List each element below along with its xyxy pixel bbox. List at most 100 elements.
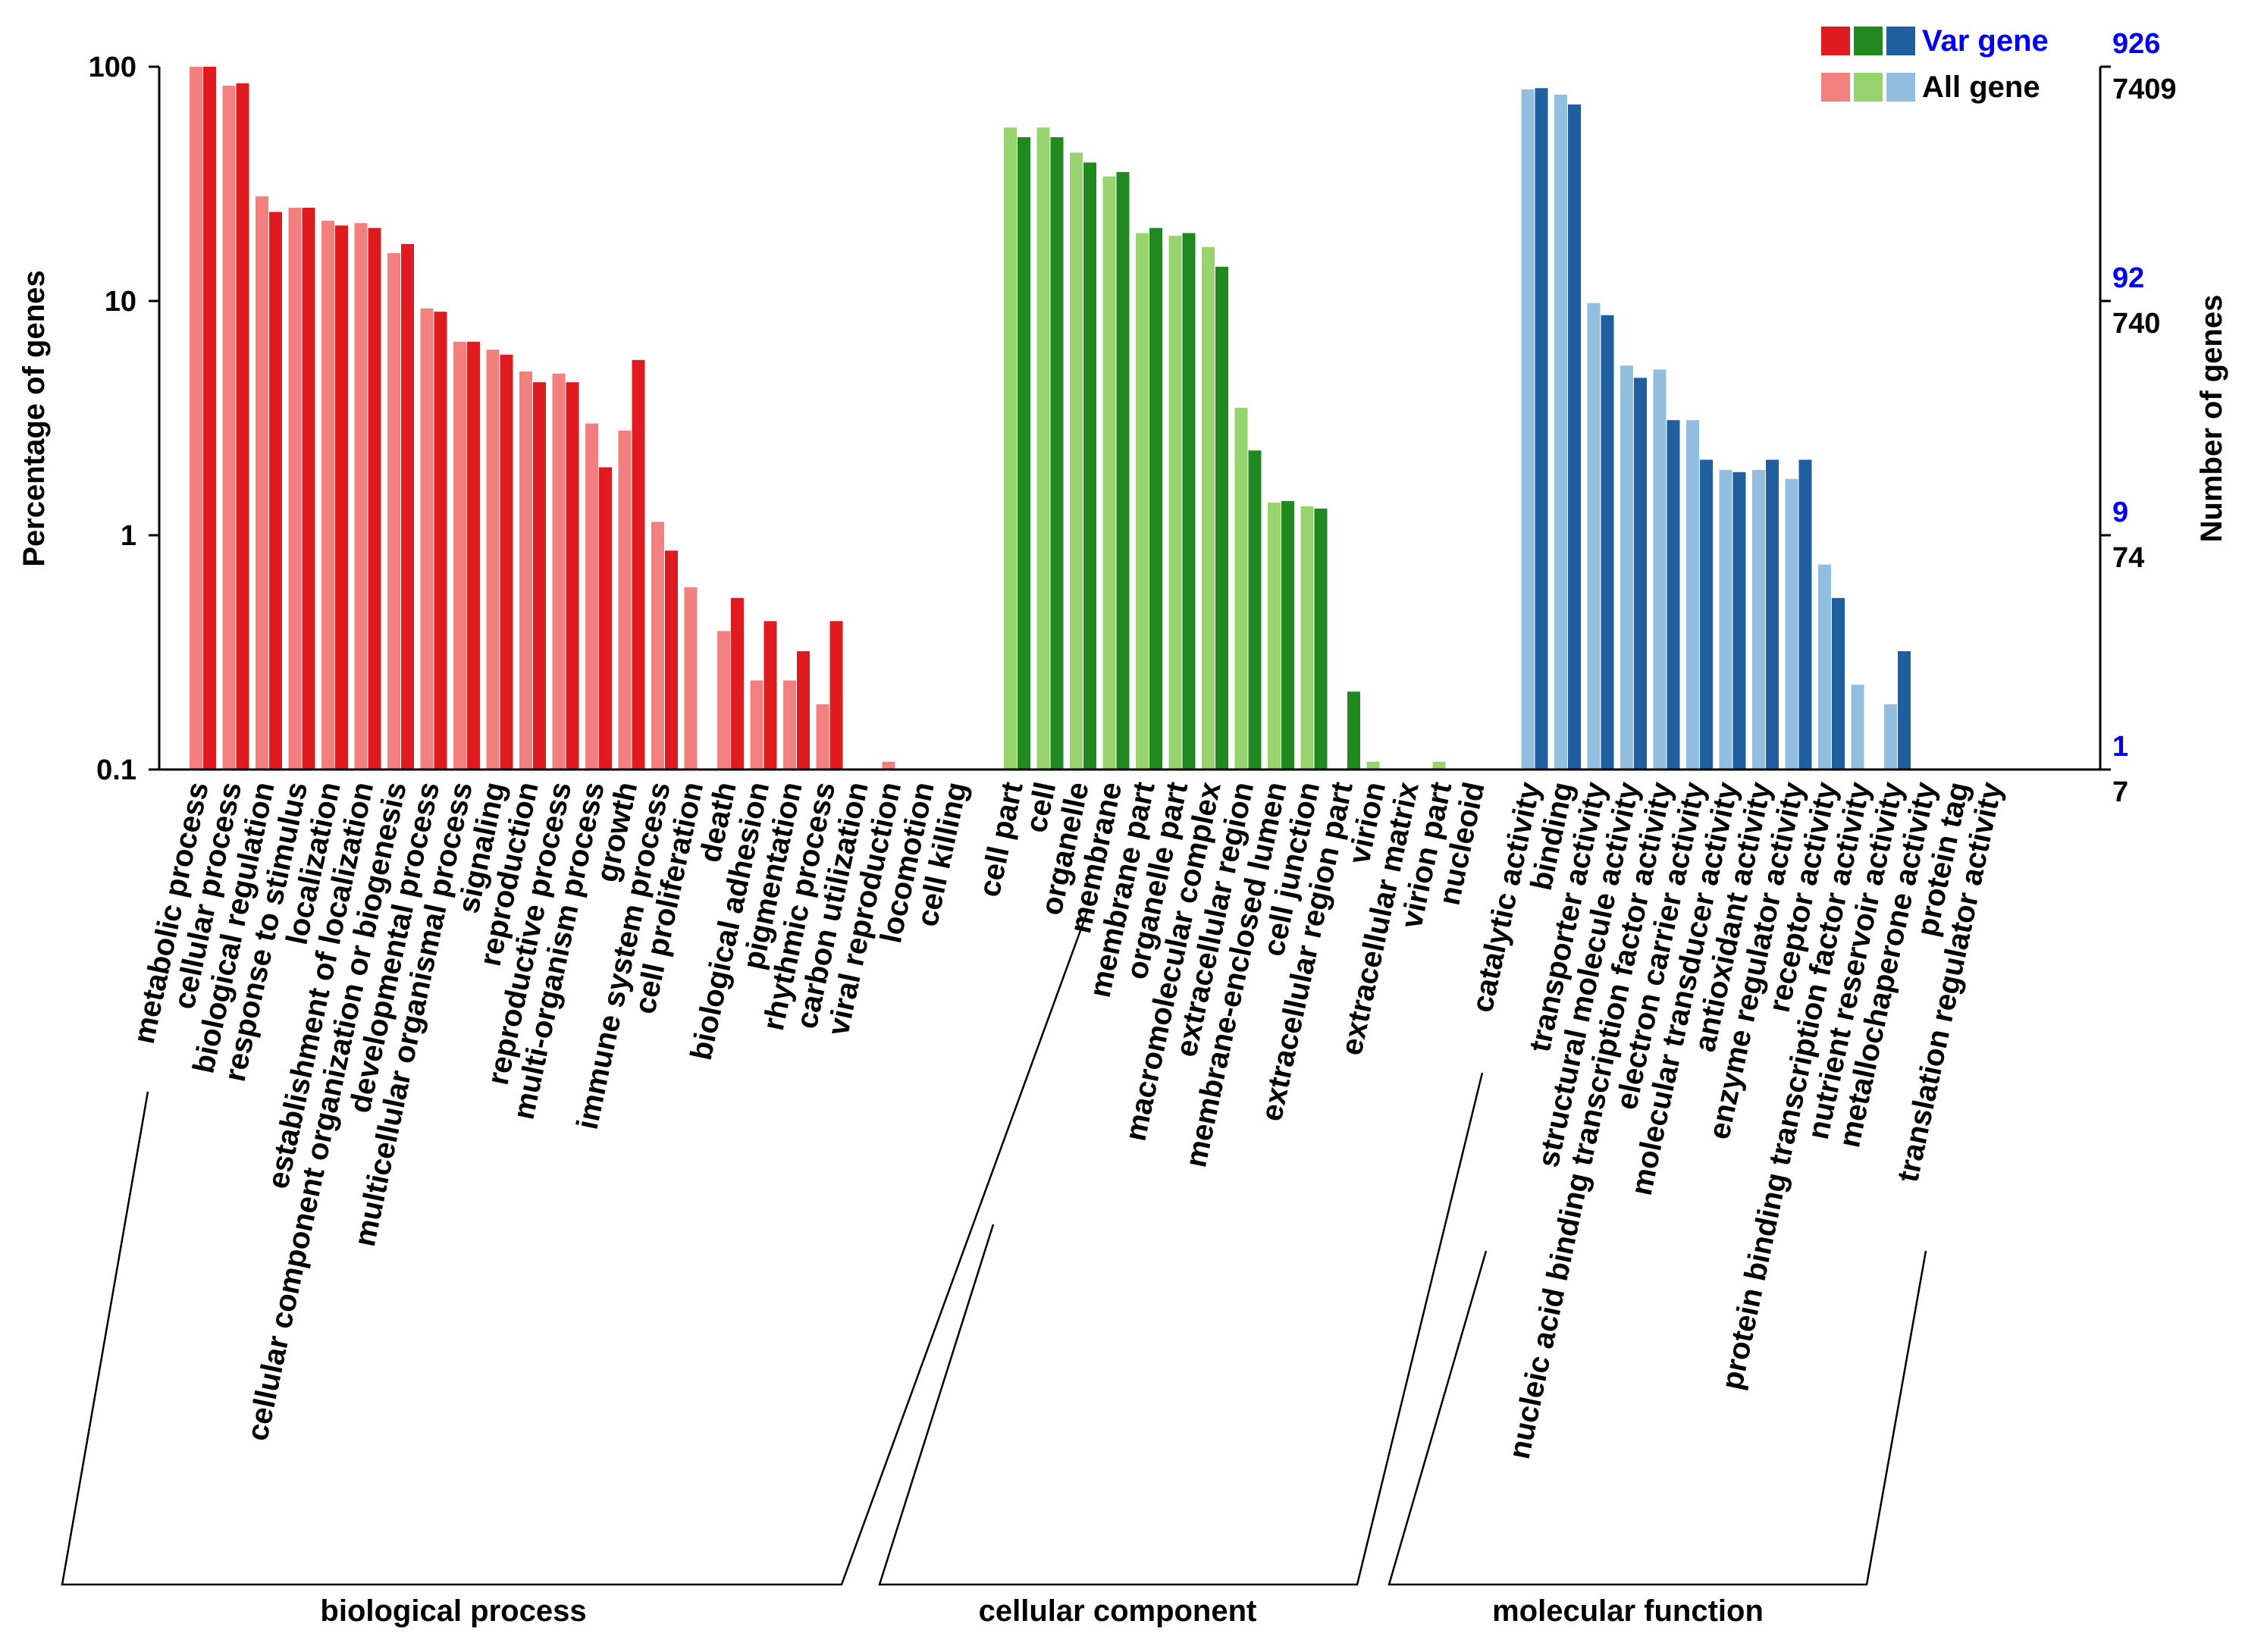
y2-tick-label-var: 926	[2112, 28, 2160, 60]
y-axis-title: Percentage of genes	[17, 270, 51, 566]
bar-var-organelle-part	[1182, 233, 1196, 770]
legend-swatch-var-green	[1854, 27, 1883, 55]
bar-var-cellular-component-organization-or-biogenesis	[401, 243, 414, 770]
bar-var-pigmentation	[797, 650, 810, 770]
y-ticks-layer: 100 10 1 0.1	[89, 52, 159, 786]
legend-swatch-all-blue	[1886, 73, 1915, 102]
legend-swatch-var-blue	[1886, 27, 1915, 55]
bar-var-reproduction	[533, 382, 546, 770]
bar-var-cell-junction	[1314, 508, 1328, 770]
y2-tick-label-all: 740	[2112, 308, 2160, 340]
bar-all-viral-reproduction	[882, 761, 895, 770]
y2-tick-label-var: 9	[2112, 497, 2128, 528]
bar-all-cell-part	[1004, 127, 1017, 770]
y2-tick-label-var: 1	[2112, 731, 2128, 763]
bar-all-organelle	[1070, 152, 1083, 770]
bar-var-enzyme-regulator-activity	[1798, 459, 1812, 770]
bar-all-membrane-part	[1136, 233, 1149, 770]
y2-tick-label-all: 7409	[2112, 74, 2177, 105]
bar-all-developmental-process	[420, 308, 434, 770]
bar-all-enzyme-regulator-activity	[1785, 478, 1798, 770]
bar-all-rhythmic-process	[816, 704, 829, 770]
bar-var-rhythmic-process	[829, 621, 843, 770]
bar-all-extracellular-region	[1234, 407, 1248, 770]
bar-all-organelle-part	[1168, 235, 1182, 770]
bar-all-multi-organism-process	[585, 423, 598, 770]
bar-var-membrane	[1116, 171, 1130, 770]
bar-all-establishment-of-localization	[354, 223, 368, 770]
bar-all-membrane	[1102, 176, 1116, 770]
group-label-molecular-function: molecular function	[1492, 1594, 1764, 1628]
y-tick-label: 100	[89, 52, 136, 83]
bar-var-growth	[632, 359, 645, 770]
bar-all-metabolic-process	[190, 67, 202, 770]
y-tick-label: 0.1	[96, 754, 136, 786]
bar-var-antioxidant-activity	[1766, 459, 1779, 770]
legend-swatch-all-red	[1821, 73, 1850, 102]
bar-all-immune-system-process	[651, 522, 664, 770]
bar-var-signaling	[500, 354, 513, 770]
legend-swatch-all-green	[1854, 73, 1883, 102]
bar-var-metabolic-process	[203, 67, 216, 770]
bar-var-macromolecular-complex	[1215, 266, 1228, 770]
bar-var-organelle	[1083, 162, 1096, 770]
bar-all-response-to-stimulus	[288, 208, 302, 770]
bar-all-electron-carrier-activity	[1686, 420, 1699, 770]
group-bracket-biological-process	[61, 909, 1090, 1586]
bar-all-cellular-process	[222, 86, 236, 770]
category-label-cell-part: cell part	[973, 779, 1030, 900]
bar-var-membrane-part	[1149, 227, 1162, 770]
bar-var-transporter-activity	[1601, 315, 1614, 770]
bar-var-cell-part	[1018, 137, 1030, 770]
bars-layer	[190, 67, 1911, 770]
bar-all-reproductive-process	[552, 373, 566, 770]
group-brackets-layer: biological process cellular component mole…	[61, 909, 1927, 1628]
bar-all-virion-part	[1432, 761, 1446, 770]
group-bracket-cellular-component	[878, 1072, 1484, 1586]
bar-var-receptor-activity	[1832, 597, 1845, 770]
y-tick-label: 1	[121, 520, 136, 552]
bar-all-cell-junction	[1300, 506, 1314, 770]
y2-axis-title: Number of genes	[2195, 295, 2228, 543]
bar-all-catalytic-activity	[1521, 89, 1535, 770]
bar-all-nutrient-reservoir-activity	[1884, 704, 1897, 770]
bar-var-developmental-process	[434, 312, 447, 770]
legend-all-label: All gene	[1922, 71, 2040, 104]
bar-all-death	[717, 631, 730, 770]
bar-all-receptor-activity	[1818, 564, 1831, 770]
bar-var-multi-organism-process	[599, 467, 612, 770]
bar-all-reproduction	[519, 371, 532, 770]
bar-var-extracellular-region	[1248, 450, 1262, 770]
bar-all-protein-binding-transcription-factor-activity	[1851, 685, 1864, 770]
bar-all-multicellular-organismal-process	[453, 341, 466, 770]
bar-all-nucleic-acid-binding-transcription-factor-activity	[1653, 369, 1667, 770]
bar-all-macromolecular-complex	[1202, 246, 1215, 770]
bar-all-cell-proliferation	[684, 587, 698, 770]
bar-all-cellular-component-organization-or-biogenesis	[387, 252, 400, 770]
bar-all-antioxidant-activity	[1752, 469, 1765, 770]
axes-layer	[158, 67, 2102, 771]
bar-all-binding	[1554, 94, 1567, 770]
bar-var-biological-adhesion	[764, 621, 777, 770]
group-label-biological-process: biological process	[320, 1594, 586, 1628]
bar-all-localization	[321, 221, 334, 770]
legend-var-label: Var gene	[1922, 24, 2049, 58]
bar-all-pigmentation	[783, 680, 796, 770]
bar-all-biological-adhesion	[750, 680, 764, 770]
bar-all-membrane-enclosed-lumen	[1268, 502, 1281, 770]
bar-var-molecular-transducer-activity	[1732, 472, 1746, 770]
bar-all-growth	[618, 430, 632, 770]
bar-var-extracellular-region-part	[1347, 691, 1360, 770]
bar-all-signaling	[486, 350, 500, 770]
bar-var-structural-molecule-activity	[1634, 378, 1647, 770]
y2-tick-label-all: 7	[2112, 776, 2128, 808]
bar-all-biological-regulation	[256, 196, 268, 770]
bar-var-electron-carrier-activity	[1700, 459, 1713, 770]
bar-var-multicellular-organismal-process	[467, 341, 480, 770]
bar-var-localization	[335, 225, 348, 770]
bar-var-catalytic-activity	[1535, 88, 1548, 770]
bar-all-transporter-activity	[1587, 303, 1601, 770]
